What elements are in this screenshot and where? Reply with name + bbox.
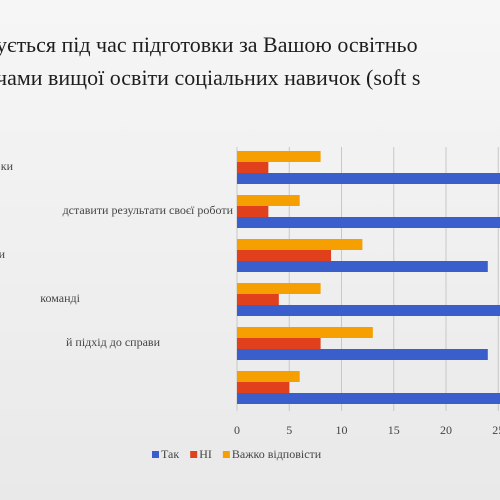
bar: [237, 151, 321, 162]
y-tick-label: ки: [1, 159, 14, 173]
bar: [237, 327, 373, 338]
legend-label: Так: [161, 447, 179, 461]
legend-swatch: [152, 451, 159, 458]
bar: [237, 261, 488, 272]
x-tick-label: 25: [492, 423, 500, 437]
x-tick-label: 0: [234, 423, 240, 437]
bar: [237, 338, 321, 349]
bar: [237, 305, 500, 316]
legend-swatch: [190, 451, 198, 458]
legend-label: НІ: [199, 447, 212, 461]
bar: [237, 217, 500, 228]
bar: [237, 195, 300, 206]
bar: [237, 382, 290, 393]
bar: [237, 283, 321, 294]
bar: [237, 162, 269, 173]
bar: [237, 250, 332, 261]
chart-title: чами вищої освіти соціальних навичок (so…: [0, 65, 420, 90]
y-tick-label: дставити результати своєї роботи: [63, 203, 234, 217]
legend-swatch: [222, 451, 230, 458]
y-tick-label: й підхід до справи: [66, 335, 161, 349]
bar: [237, 349, 488, 360]
y-tick-label: и: [0, 247, 6, 261]
x-tick-label: 10: [336, 423, 348, 437]
x-tick-label: 15: [388, 423, 400, 437]
x-tick-label: 5: [286, 423, 292, 437]
bar: [237, 393, 500, 404]
bar: [237, 206, 269, 217]
bar: [237, 294, 279, 305]
chart-title: ується під час підготовки за Вашою освіт…: [0, 32, 418, 57]
y-tick-label: команді: [40, 291, 80, 305]
bar: [237, 371, 300, 382]
bar: [237, 239, 363, 250]
bar: [237, 173, 500, 184]
x-tick-label: 20: [440, 423, 452, 437]
legend-label: Важко відповісти: [232, 447, 322, 461]
